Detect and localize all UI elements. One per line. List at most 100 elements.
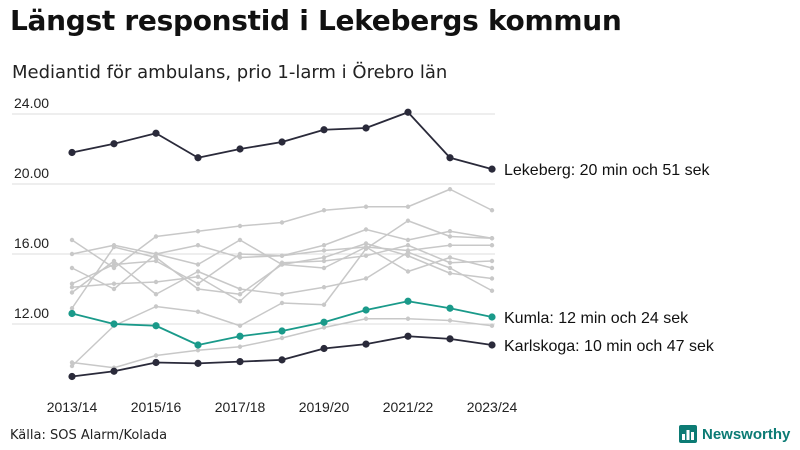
data-point <box>69 237 75 243</box>
data-point <box>320 344 328 353</box>
data-point <box>488 165 496 173</box>
data-point <box>237 255 243 260</box>
data-point <box>363 204 369 209</box>
source-note: Källa: SOS Alarm/Kolada <box>10 428 168 443</box>
data-point <box>320 318 328 326</box>
data-point <box>447 229 453 234</box>
x-tick-label: 2013/14 <box>47 399 98 415</box>
data-point <box>153 258 159 264</box>
x-tick-label: 2019/20 <box>299 399 350 415</box>
data-point <box>152 129 160 137</box>
data-point <box>110 367 118 375</box>
data-point <box>447 271 453 276</box>
data-point <box>363 227 369 232</box>
series-background-5 <box>69 250 495 297</box>
data-point <box>405 218 411 223</box>
label-karlskoga: Karlskoga: 10 min och 47 sek <box>504 338 715 355</box>
x-axis-labels: 2013/14 2015/16 2017/18 2019/20 2021/22 2023/… <box>47 399 518 415</box>
data-point <box>111 244 117 250</box>
label-lekeberg: Lekeberg: 20 min och 51 sek <box>504 162 710 179</box>
data-point <box>68 372 76 381</box>
y-axis-labels: 12.00 16.00 20.00 24.00 <box>14 95 49 321</box>
data-point <box>489 208 495 213</box>
y-tick-label: 12.00 <box>14 305 49 321</box>
data-point <box>279 335 285 341</box>
data-point <box>69 306 75 311</box>
data-point <box>489 258 495 264</box>
data-point <box>405 316 411 321</box>
series-line <box>71 251 493 295</box>
data-point <box>363 276 369 281</box>
series-background-9 <box>69 316 495 370</box>
data-point <box>279 292 285 297</box>
data-point <box>405 269 411 274</box>
data-point <box>195 274 201 279</box>
data-point <box>237 223 243 229</box>
data-point <box>153 279 159 285</box>
data-point <box>279 262 285 267</box>
data-point <box>489 288 495 293</box>
data-point <box>405 243 411 248</box>
data-point <box>447 243 453 248</box>
data-point <box>68 309 76 318</box>
data-point <box>405 237 411 243</box>
data-point <box>363 253 369 258</box>
data-point <box>362 340 370 348</box>
data-point <box>237 286 243 292</box>
data-point <box>489 243 495 248</box>
data-point <box>447 265 453 271</box>
data-point <box>279 300 285 306</box>
data-point <box>69 290 75 295</box>
series-background-1 <box>69 187 495 271</box>
data-point <box>447 255 453 260</box>
data-point <box>153 234 159 239</box>
data-point <box>489 265 495 271</box>
chart-title: Längst responstid i Lekebergs kommun <box>10 4 622 37</box>
data-point <box>489 276 495 281</box>
data-point <box>363 246 369 251</box>
data-point <box>195 262 201 267</box>
data-point <box>405 204 411 209</box>
data-point <box>363 316 369 321</box>
data-point <box>321 265 327 271</box>
data-point <box>489 236 495 241</box>
data-point <box>152 358 160 367</box>
data-point <box>111 258 117 264</box>
data-point <box>195 229 201 234</box>
series-kumla <box>68 297 496 349</box>
data-point <box>320 126 328 134</box>
data-point <box>237 299 243 304</box>
data-point <box>194 359 202 367</box>
data-point <box>111 262 117 267</box>
chart-subtitle: Mediantid för ambulans, prio 1-larm i Ör… <box>12 62 448 83</box>
x-tick-label: 2015/16 <box>131 399 182 415</box>
newsworthy-logo[interactable]: Newsworthy <box>679 425 790 443</box>
data-point <box>237 344 243 349</box>
data-point <box>69 251 75 257</box>
data-point <box>194 154 202 162</box>
data-point <box>110 320 118 328</box>
label-kumla: Kumla: 12 min och 24 sek <box>504 310 689 327</box>
series-background-7 <box>69 237 495 292</box>
data-point <box>278 356 286 364</box>
data-point <box>321 255 327 260</box>
data-point <box>321 285 327 290</box>
highlighted-series <box>68 108 496 381</box>
data-point <box>69 285 75 290</box>
data-point <box>69 281 75 286</box>
data-point <box>278 138 286 146</box>
y-tick-label: 20.00 <box>14 165 49 181</box>
data-point <box>194 341 202 349</box>
data-point <box>279 220 285 225</box>
x-tick-label: 2023/24 <box>467 399 518 415</box>
data-point <box>195 243 201 248</box>
data-point <box>153 304 159 309</box>
data-point <box>195 281 201 286</box>
newsworthy-chart-icon <box>679 425 697 443</box>
data-point <box>447 318 453 323</box>
data-point <box>279 253 285 258</box>
x-tick-label: 2021/22 <box>383 399 434 415</box>
y-tick-label: 24.00 <box>14 95 49 111</box>
data-point <box>237 251 243 257</box>
data-point <box>278 327 286 335</box>
